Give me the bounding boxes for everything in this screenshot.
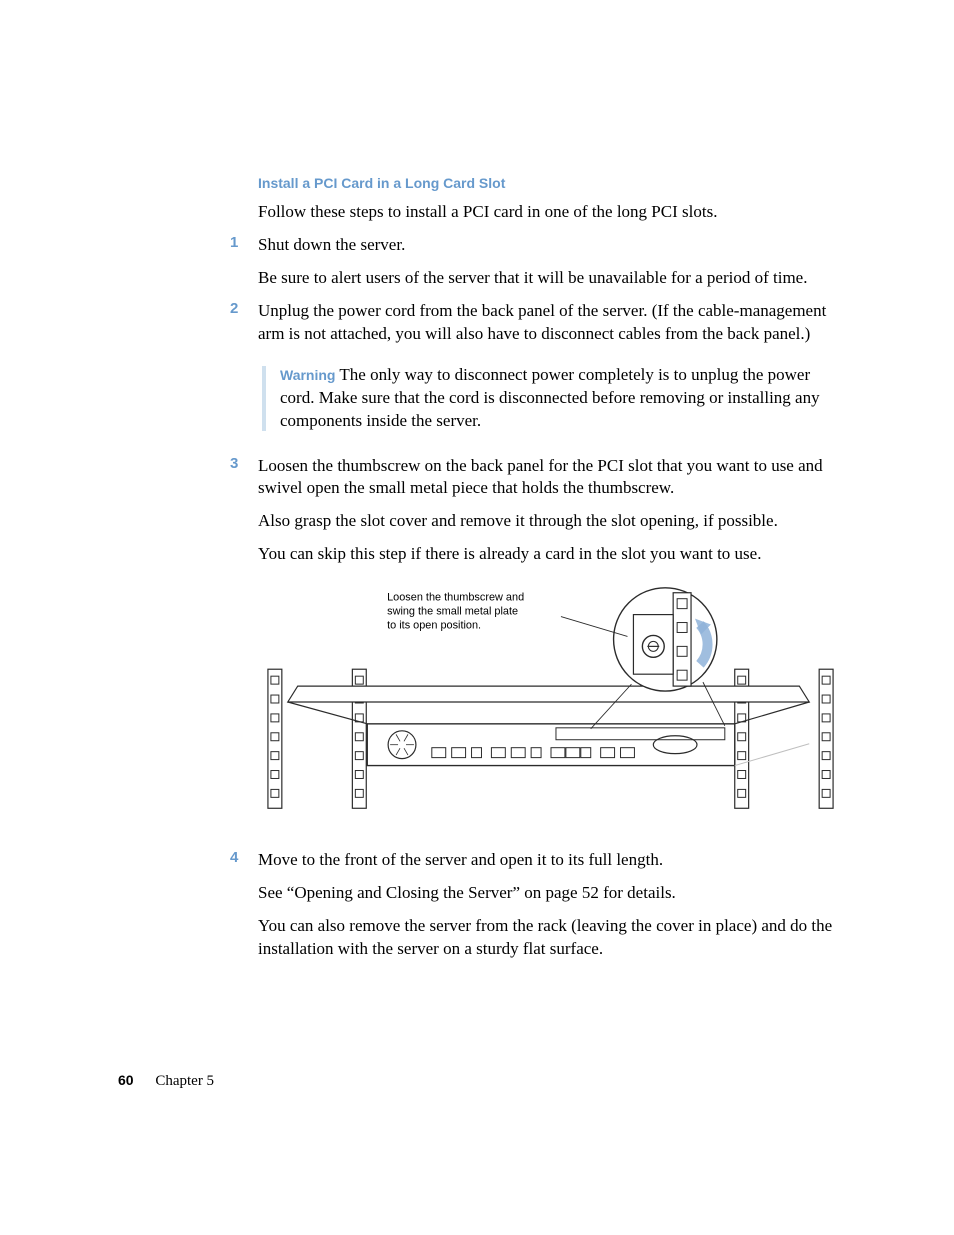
step-number: 1 (230, 234, 238, 251)
figure: Loosen the thumbscrew and swing the small… (258, 584, 844, 819)
step-1: 1 Shut down the server. Be sure to alert… (258, 234, 844, 290)
chapter-label: Chapter 5 (155, 1073, 214, 1089)
page: Install a PCI Card in a Long Card Slot F… (0, 0, 954, 1235)
step4-p1: Move to the front of the server and open… (258, 849, 844, 872)
step3-p1: Loosen the thumbscrew on the back panel … (258, 455, 844, 501)
step2-p1: Unplug the power cord from the back pane… (258, 300, 844, 346)
step-2: 2 Unplug the power cord from the back pa… (258, 300, 844, 433)
page-footer: 60 Chapter 5 (118, 1072, 214, 1090)
warning-block: Warning The only way to disconnect power… (258, 364, 844, 433)
step3-p2: Also grasp the slot cover and remove it … (258, 510, 844, 533)
warning-label: Warning (280, 367, 335, 383)
intro-text: Follow these steps to install a PCI card… (258, 201, 844, 224)
step1-p2: Be sure to alert users of the server tha… (258, 267, 844, 290)
step4-p2: See “Opening and Closing the Server” on … (258, 882, 844, 905)
step-3: 3 Loosen the thumbscrew on the back pane… (258, 455, 844, 567)
warning-bar-icon (262, 366, 266, 431)
svg-text:Loosen the thumbscrew and: Loosen the thumbscrew and (387, 592, 524, 604)
warning-body: The only way to disconnect power complet… (280, 365, 820, 430)
step-number: 4 (230, 849, 238, 866)
step4-p3: You can also remove the server from the … (258, 915, 844, 961)
step3-p3: You can skip this step if there is alrea… (258, 543, 844, 566)
step-4: 4 Move to the front of the server and op… (258, 849, 844, 961)
content-column: Install a PCI Card in a Long Card Slot F… (258, 175, 844, 961)
step-number: 2 (230, 300, 238, 317)
section-heading: Install a PCI Card in a Long Card Slot (258, 175, 844, 191)
server-illustration: Loosen the thumbscrew and swing the small… (258, 584, 844, 819)
svg-text:to its open position.: to its open position. (387, 620, 481, 632)
svg-text:swing the small metal plate: swing the small metal plate (387, 606, 518, 618)
step-number: 3 (230, 455, 238, 472)
page-number: 60 (118, 1072, 134, 1088)
warning-text: Warning The only way to disconnect power… (280, 364, 844, 433)
step1-p1: Shut down the server. (258, 234, 844, 257)
